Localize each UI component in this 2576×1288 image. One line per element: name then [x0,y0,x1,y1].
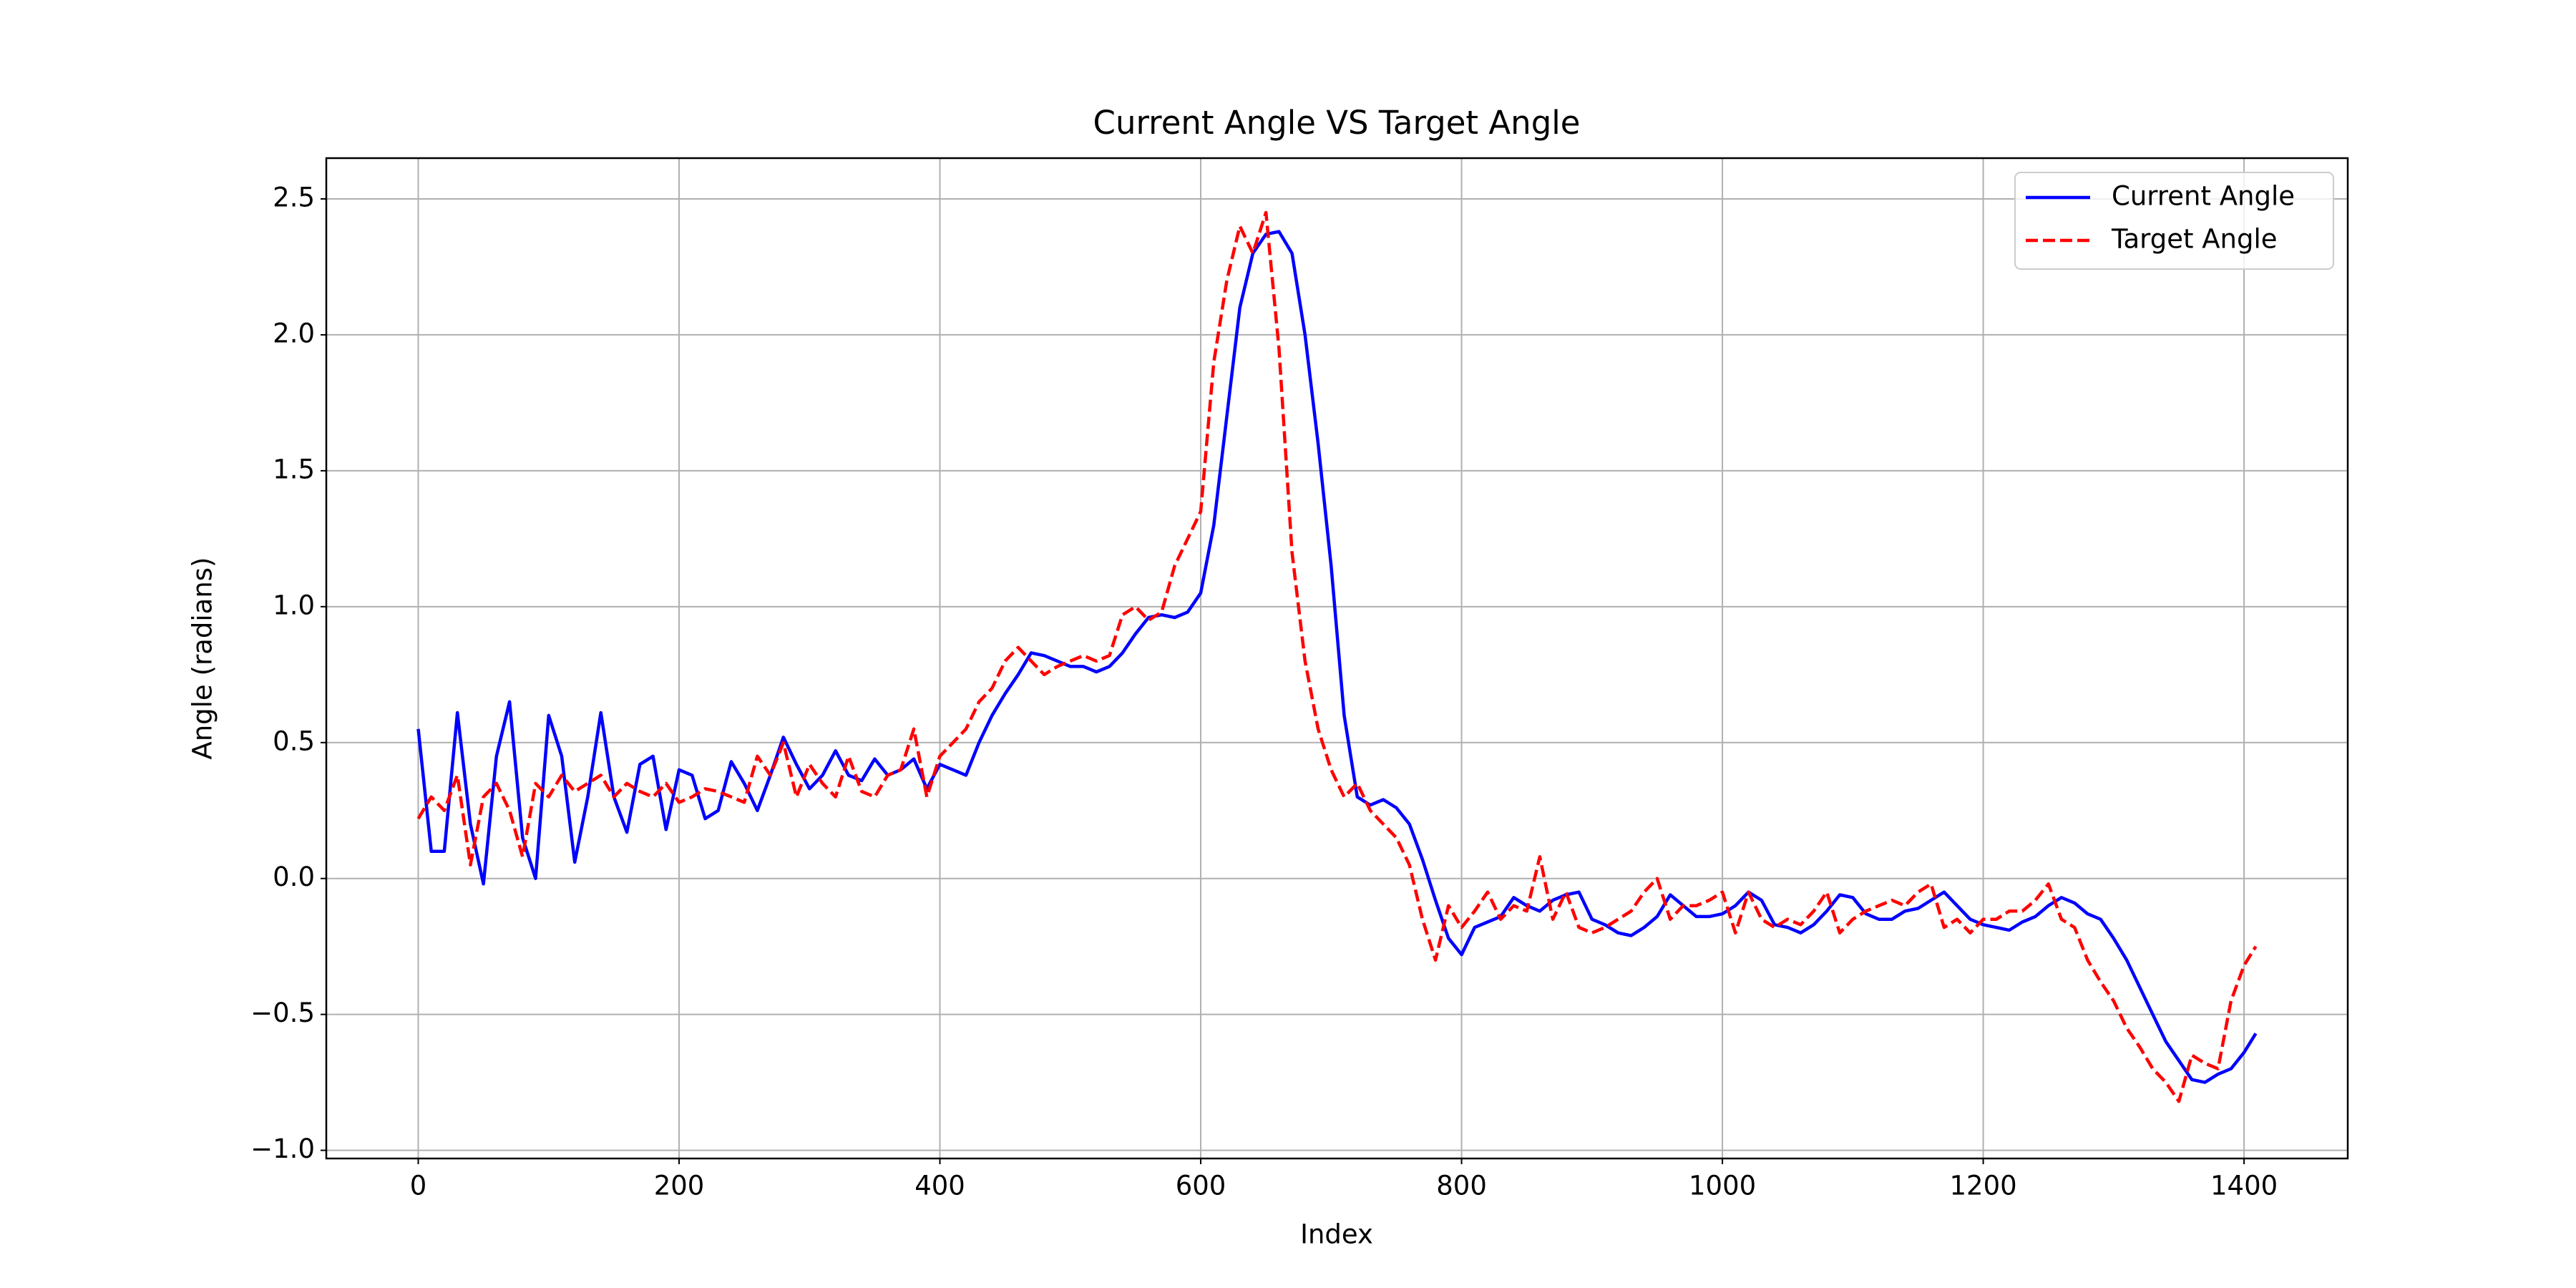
legend-label: Target Angle [2111,224,2278,255]
legend-label: Current Angle [2112,181,2295,212]
x-axis-label: Index [1300,1219,1373,1250]
legend-box [2014,172,2334,270]
data-line [416,210,2258,1103]
x-tick-label: 800 [1436,1171,1487,1201]
x-tick-label: 200 [654,1171,705,1201]
x-tick-label: 400 [914,1171,965,1201]
data-line [416,230,2258,1084]
y-tick-label: 2.0 [273,318,315,348]
y-tick-label: 0.0 [273,862,315,892]
chart-title: Current Angle VS Target Angle [1093,104,1581,142]
plot-frame [325,157,2349,1160]
y-tick-label: 1.0 [273,590,315,620]
x-tick-label: 1000 [1689,1171,1756,1201]
x-tick-label: 1200 [1950,1171,2017,1201]
x-tick-label: 600 [1176,1171,1226,1201]
y-tick-label: −0.5 [250,997,315,1028]
y-axis-label: Angle (radians) [187,557,218,760]
y-tick-label: −1.0 [250,1133,315,1164]
y-tick-label: 2.5 [273,182,315,213]
y-tick-label: 0.5 [273,726,315,756]
x-tick-label: 1400 [2210,1171,2278,1201]
x-tick-label: 0 [410,1171,427,1201]
y-tick-label: 1.5 [273,454,315,484]
